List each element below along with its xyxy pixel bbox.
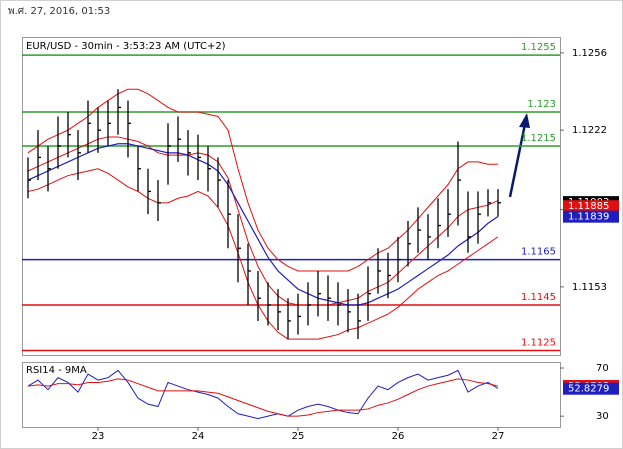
level-label: 1.123	[527, 99, 556, 110]
value-tag-label: 52.8279	[568, 384, 609, 395]
y-tick-label: 1.1222	[572, 125, 607, 136]
indicator-line	[27, 88, 498, 272]
value-tag	[563, 382, 619, 395]
x-tick-label: 24	[192, 431, 205, 442]
rsi-panel	[22, 362, 561, 428]
level-label: 1.1215	[521, 133, 556, 144]
price-tag-label: 1.11885	[568, 201, 609, 212]
x-tick-label: 23	[92, 431, 105, 442]
indicator-line	[27, 136, 499, 306]
y-tick-label: 1.1153	[572, 282, 607, 293]
arrow-shaft	[508, 123, 527, 198]
indicator-line	[27, 168, 499, 340]
x-tick-label: 27	[492, 431, 505, 442]
x-tick-label: 25	[292, 431, 305, 442]
rsi-title: RSI14 - 9MA	[26, 365, 87, 376]
y-tick-label: 70	[596, 363, 609, 374]
indicator-line	[27, 143, 499, 306]
level-label: 1.1125	[521, 337, 556, 348]
x-tick-label: 26	[392, 431, 405, 442]
annotation-arrow	[508, 113, 530, 198]
level-label: 1.1145	[521, 292, 556, 303]
indicator-line	[27, 378, 499, 417]
header-date: พ.ศ. 27, 2016, 01:53	[8, 6, 110, 17]
price-tag-label: 1.11839	[568, 212, 609, 223]
level-label: 1.1165	[521, 247, 556, 258]
price-tag	[563, 210, 619, 223]
price-panel	[22, 37, 561, 356]
level-label: 1.1255	[521, 42, 556, 53]
price-tag	[563, 200, 619, 213]
arrow-head	[519, 113, 530, 128]
y-tick-label: 30	[596, 411, 609, 422]
chart-title: EUR/USD - 30min - 3:53:23 AM (UTC+2)	[26, 41, 226, 52]
y-tick-label: 1.1256	[572, 48, 607, 59]
indicator-line	[27, 369, 499, 420]
